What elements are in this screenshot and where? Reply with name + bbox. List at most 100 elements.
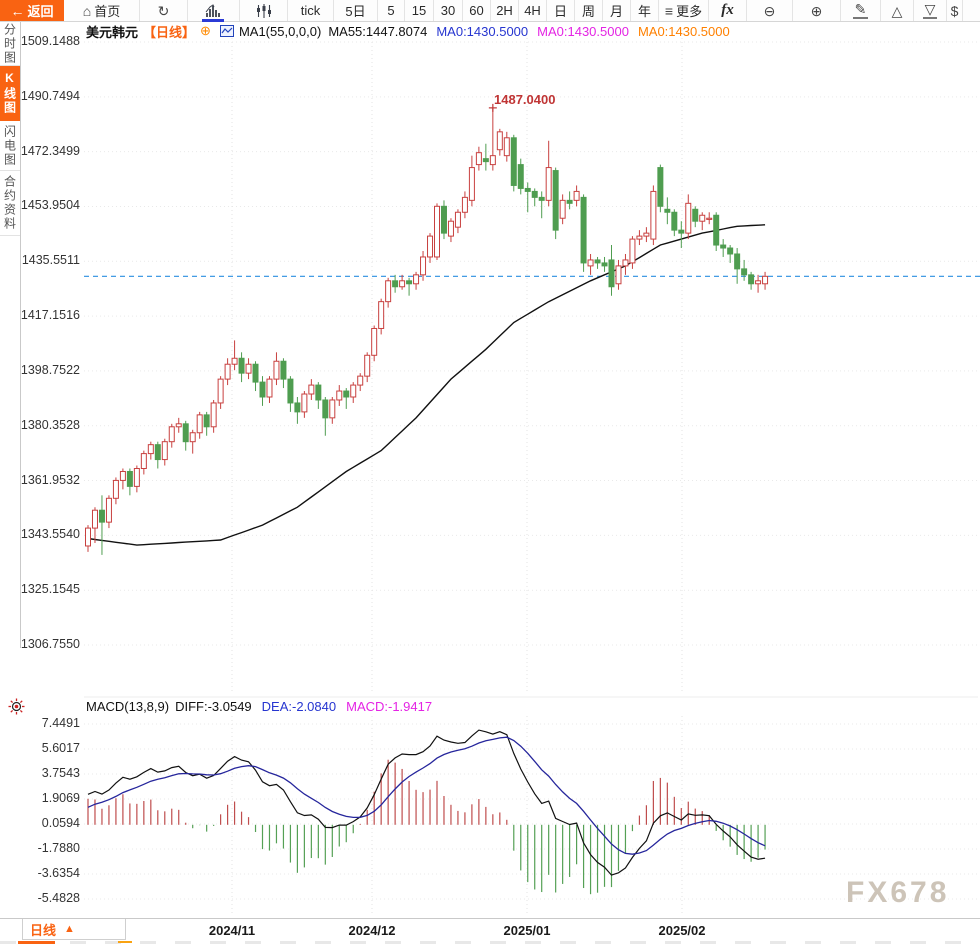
fx-button[interactable]: fx [709,0,747,21]
period-month-label: 月 [609,4,623,19]
more-button[interactable]: ≡ 更多 [659,0,709,21]
refresh-icon: ↻ [157,2,170,19]
period-month-button[interactable]: 月 [603,0,631,21]
period-day-button[interactable]: 日 [547,0,575,21]
period-selector-button[interactable]: 日线 ▲ [22,919,126,940]
period-week-label: 周 [581,4,595,19]
ma1-label: MA1(55,0,0,0) [238,23,322,39]
period-week-button[interactable]: 周 [575,0,603,21]
tick-label: tick [300,3,321,18]
period-label[interactable]: 【日线】 [143,24,196,40]
refresh-button[interactable]: ↻ [140,0,188,21]
zoom-in-button[interactable]: ⊕ [793,0,841,21]
period-4h-label: 4H [524,3,541,18]
macd-header: MACD(13,8,9) DIFF:-3.0549 DEA:-2.0840 MA… [86,699,432,714]
period-60-button[interactable]: 60 [463,0,491,21]
macd-axis-label: 7.4491 [41,716,80,730]
macd-axis-label: -3.6354 [37,866,80,880]
ma-indicator-icon[interactable] [219,25,234,37]
period-4h-button[interactable]: 4H [519,0,547,21]
date-label: 2024/12 [348,923,396,938]
sidebar-item-lightning-chart[interactable]: 闪电图 [0,121,20,171]
price-axis-label: 1398.7522 [20,362,80,377]
price-axis-label: 1453.9504 [20,198,80,213]
period-30-button[interactable]: 30 [434,0,463,21]
bar-chart-icon [205,3,220,17]
macd-macd-value: MACD:-1.9417 [346,699,433,714]
watermark: FX678 [846,876,950,909]
price-axis-label: 1435.5511 [21,253,80,268]
macd-axis-label: -1.7880 [37,841,80,855]
date-label: 2024/11 [208,923,256,938]
triangle-down-icon: ▽ [922,1,938,19]
active-chart-type-indicator [202,19,224,22]
sidebar-item-kline-chart[interactable]: K线图 [0,66,20,121]
dollar-button[interactable]: $ [947,0,963,21]
more-label: 更多 [676,4,703,19]
date-label: 2025/01 [503,923,551,938]
back-button[interactable]: ← 返回 [0,0,64,21]
bar-chart-button[interactable] [188,0,240,22]
macd-axis-label: 0.0594 [41,816,80,830]
zoom-in-icon: ⊕ [810,2,823,19]
period-5-button[interactable]: 5 [378,0,405,21]
home-icon: ⌂ [82,2,92,19]
home-button[interactable]: ⌂ 首页 [64,0,140,21]
macd-axis-label: -5.4828 [37,891,80,905]
period-15-button[interactable]: 15 [405,0,434,21]
price-axis-label: 1325.1545 [20,582,80,597]
ma0-value-orange: MA0:1430.5000 [637,23,730,39]
date-label: 2025/02 [658,923,706,938]
ma0-value-magenta: MA0:1430.5000 [537,23,629,39]
chart-header: 美元韩元 【日线】 ⊕ MA1(55,0,0,0) MA55:1447.8074… [86,23,730,40]
period-day-label: 日 [553,4,567,19]
macd-diff-value: DIFF:-3.0549 [175,699,252,714]
macd-histogram [87,759,766,895]
period-30-label: 30 [440,3,456,18]
sidebar-item-contract-info[interactable]: 合约资料 [0,171,20,236]
draw-button[interactable]: ✎ [841,0,881,21]
macd-axis-label: 3.7543 [41,766,80,780]
period-15-label: 15 [411,3,427,18]
sidebar: 分时图 K线图 闪电图 合约资料 [0,22,21,648]
tick-button[interactable]: tick [288,0,334,21]
period-2h-button[interactable]: 2H [491,0,519,21]
ma55-line [87,224,766,546]
bottom-orange-segment [18,941,55,944]
zoom-out-icon: ⊖ [763,2,776,19]
period-selector-label: 日线 [30,922,57,938]
home-label: 首页 [94,4,121,19]
macd-dea-value: DEA:-2.0840 [261,699,337,714]
period-60-label: 60 [469,3,484,18]
plus-circle-icon[interactable]: ⊕ [200,23,211,38]
price-axis-label: 1380.3528 [20,417,80,432]
sidebar-item-time-chart[interactable]: 分时图 [0,22,20,66]
macd-axis-label: 1.9069 [41,791,80,805]
price-axis-label: 1306.7550 [20,637,80,652]
triangle-up-button[interactable]: △ [881,0,914,21]
price-axis-label: 1490.7494 [20,88,80,103]
toolbar: ← 返回 ⌂ 首页 ↻ tick 5日 5 15 30 60 2H 4H 日周月年 ≡ 更多 fx ⊖ ⊕ ✎ △ ▽ $ [0,0,980,22]
macd-axis-label: 5.6017 [41,741,80,755]
price-axis-label: 1509.1488 [20,34,80,48]
period-5d-label: 5日 [345,4,366,19]
price-axis-label: 1472.3499 [20,143,80,158]
indicator-settings-sun-icon[interactable] [8,698,25,715]
peak-price-annotation: 1487.0400 [494,92,556,107]
draw-icon: ✎ [852,1,869,19]
peak-marker [488,103,497,112]
price-axis-label: 1417.1516 [20,308,80,323]
period-5d-button[interactable]: 5日 [334,0,378,21]
price-axis-label: 1361.9532 [20,472,80,487]
period-year-button[interactable]: 年 [631,0,659,21]
gridlines [84,30,978,916]
triangle-down-button[interactable]: ▽ [914,0,947,21]
back-label: 返回 [27,4,54,19]
more-icon: ≡ [664,2,674,19]
macd-diff-line [87,729,766,876]
candle-chart-button[interactable] [240,0,288,21]
candles-layer [85,107,769,555]
zoom-out-button[interactable]: ⊖ [747,0,793,21]
